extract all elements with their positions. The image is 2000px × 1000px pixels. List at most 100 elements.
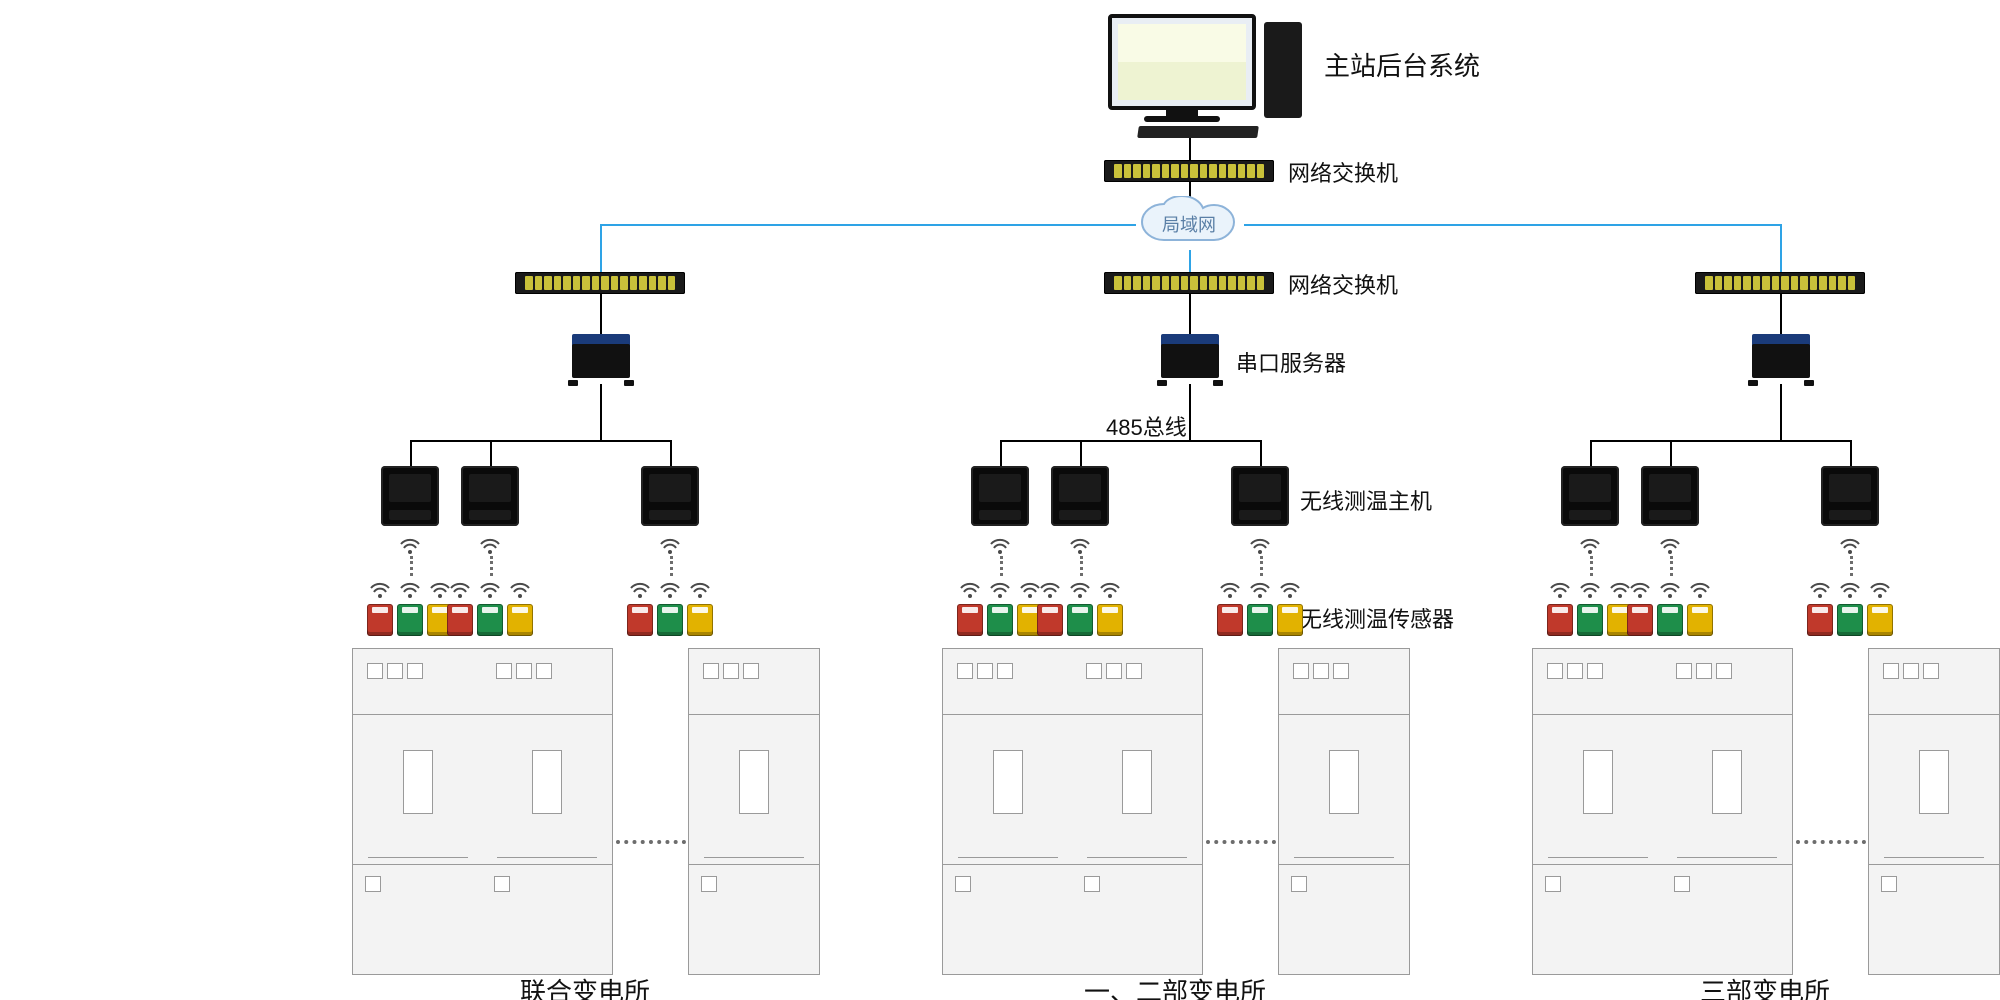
wifi-icon (1249, 580, 1271, 600)
wire (1189, 294, 1191, 338)
pc-monitor (1108, 14, 1256, 110)
wifi-icon (1579, 580, 1601, 600)
wire (1189, 138, 1191, 160)
wifi-icon (1069, 536, 1091, 556)
wireless-link (670, 556, 673, 576)
switchgear-cabinet (942, 648, 1074, 975)
wire (1080, 440, 1082, 466)
wifi-icon (1839, 536, 1861, 556)
wireless-host (1641, 466, 1699, 526)
lan-drop (1189, 250, 1191, 272)
bus485 (410, 440, 670, 442)
wireless-sensor (507, 604, 533, 636)
wifi-icon (1099, 580, 1121, 600)
network-switch (515, 272, 685, 294)
wifi-icon (1039, 580, 1061, 600)
wifi-icon (479, 536, 501, 556)
wire (600, 384, 602, 440)
wifi-icon (1869, 580, 1891, 600)
wireless-sensor (1687, 604, 1713, 636)
lan-cloud: 局域网 (1134, 196, 1244, 252)
wifi-icon (1249, 536, 1271, 556)
wifi-icon (399, 536, 421, 556)
wire (1850, 440, 1852, 466)
wireless-sensor (1097, 604, 1123, 636)
station-2-label: 一、二部变电所 (940, 972, 1410, 1000)
bus485 (1590, 440, 1850, 442)
wireless-host (461, 466, 519, 526)
wifi-icon (1659, 536, 1681, 556)
wireless-host (971, 466, 1029, 526)
cabinet-ellipsis (616, 840, 686, 844)
wireless-sensor (1037, 604, 1063, 636)
wireless-host (1231, 466, 1289, 526)
wifi-icon (399, 580, 421, 600)
serial-label: 串口服务器 (1236, 346, 1346, 378)
wifi-icon (1659, 580, 1681, 600)
wifi-icon (1019, 580, 1041, 600)
wireless-host (381, 466, 439, 526)
serial-server (566, 334, 636, 386)
wifi-icon (959, 580, 981, 600)
wireless-sensor (957, 604, 983, 636)
pc-stand (1166, 106, 1198, 116)
wireless-sensor (1837, 604, 1863, 636)
wifi-icon (689, 580, 711, 600)
wireless-sensor (1067, 604, 1093, 636)
wireless-link (1080, 556, 1083, 576)
network-switch-top (1104, 160, 1274, 182)
wireless-sensor (1657, 604, 1683, 636)
wireless-sensor (1627, 604, 1653, 636)
wireless-link (1590, 556, 1593, 576)
wifi-icon (1069, 580, 1091, 600)
wireless-link (410, 556, 413, 576)
wireless-sensor (477, 604, 503, 636)
wireless-sensor (687, 604, 713, 636)
lan-drop (1780, 224, 1782, 272)
wireless-sensor (657, 604, 683, 636)
station-3-label: 三部变电所 (1530, 972, 2000, 1000)
wire (1189, 384, 1191, 440)
switchgear-cabinet (482, 648, 613, 975)
wifi-icon (1219, 580, 1241, 600)
wireless-sensor (447, 604, 473, 636)
sensor-label: 无线测温传感器 (1300, 602, 1454, 634)
wifi-icon (1609, 580, 1631, 600)
wifi-icon (1279, 580, 1301, 600)
switchgear-cabinet (1662, 648, 1793, 975)
wireless-sensor (1277, 604, 1303, 636)
wire (1780, 384, 1782, 440)
wireless-sensor (627, 604, 653, 636)
wifi-icon (1689, 580, 1711, 600)
wireless-sensor (1867, 604, 1893, 636)
wire (1000, 440, 1002, 466)
wireless-sensor (367, 604, 393, 636)
wire (670, 440, 672, 466)
cloud-label: 局域网 (1134, 196, 1244, 252)
switchgear-cabinet (1278, 648, 1410, 975)
wifi-icon (989, 536, 1011, 556)
wifi-icon (479, 580, 501, 600)
wireless-sensor (1577, 604, 1603, 636)
lan-trunk (600, 224, 1136, 226)
switchgear-cabinet (1868, 648, 2000, 975)
switchgear-cabinet (352, 648, 484, 975)
wifi-icon (629, 580, 651, 600)
wireless-sensor (1807, 604, 1833, 636)
switchgear-cabinet (1532, 648, 1664, 975)
wifi-icon (1629, 580, 1651, 600)
wireless-link (1000, 556, 1003, 576)
wifi-icon (1809, 580, 1831, 600)
wireless-host (1821, 466, 1879, 526)
wire (410, 440, 412, 466)
wifi-icon (659, 580, 681, 600)
wire (1260, 440, 1262, 466)
wireless-sensor (987, 604, 1013, 636)
bus485 (1000, 440, 1260, 442)
wifi-icon (1579, 536, 1601, 556)
pc-keyboard (1137, 126, 1259, 138)
network-switch (1104, 272, 1274, 294)
wireless-host (1051, 466, 1109, 526)
bus485-label: 485总线 (1106, 410, 1187, 442)
wire (490, 440, 492, 466)
